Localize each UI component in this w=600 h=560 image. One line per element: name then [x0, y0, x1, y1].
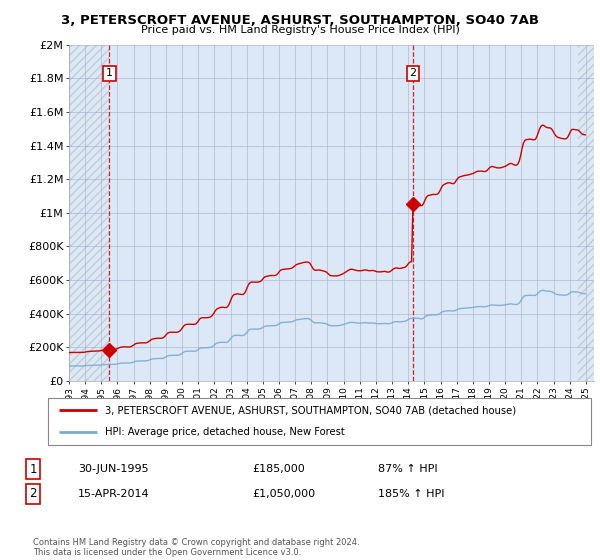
Text: 2: 2 [409, 68, 416, 78]
Bar [69, 45, 109, 381]
Text: HPI: Average price, detached house, New Forest: HPI: Average price, detached house, New … [105, 427, 345, 437]
Text: £1,050,000: £1,050,000 [252, 489, 315, 499]
Text: Contains HM Land Registry data © Crown copyright and database right 2024.
This d: Contains HM Land Registry data © Crown c… [33, 538, 359, 557]
Text: 1: 1 [29, 463, 37, 476]
Text: Price paid vs. HM Land Registry's House Price Index (HPI): Price paid vs. HM Land Registry's House … [140, 25, 460, 35]
Text: £185,000: £185,000 [252, 464, 305, 474]
Text: 3, PETERSCROFT AVENUE, ASHURST, SOUTHAMPTON, SO40 7AB: 3, PETERSCROFT AVENUE, ASHURST, SOUTHAMP… [61, 14, 539, 27]
Text: 30-JUN-1995: 30-JUN-1995 [78, 464, 149, 474]
FancyBboxPatch shape [48, 398, 591, 445]
Text: 185% ↑ HPI: 185% ↑ HPI [378, 489, 445, 499]
Bar [578, 45, 594, 381]
Text: 15-APR-2014: 15-APR-2014 [78, 489, 149, 499]
Text: 3, PETERSCROFT AVENUE, ASHURST, SOUTHAMPTON, SO40 7AB (detached house): 3, PETERSCROFT AVENUE, ASHURST, SOUTHAMP… [105, 405, 516, 416]
Text: 87% ↑ HPI: 87% ↑ HPI [378, 464, 437, 474]
Text: 1: 1 [106, 68, 113, 78]
Text: 2: 2 [29, 487, 37, 501]
